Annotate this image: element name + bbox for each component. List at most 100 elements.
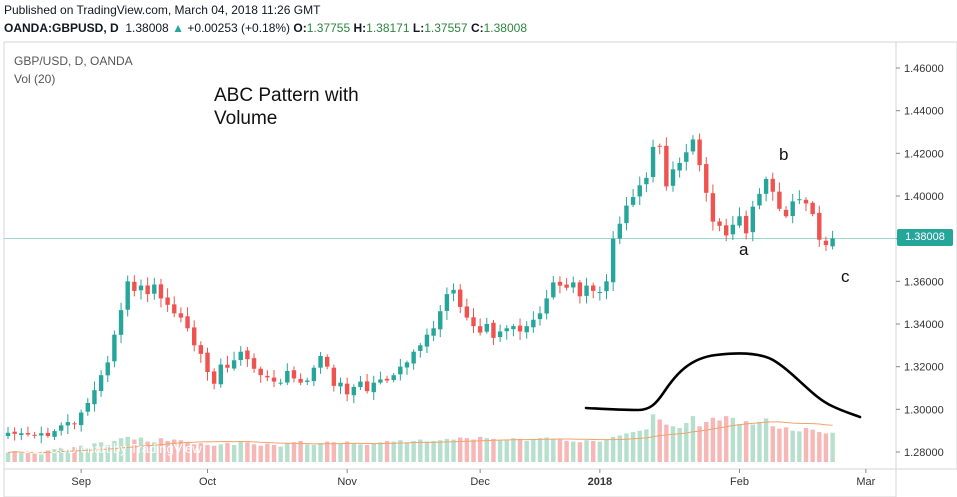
volume-bar <box>145 441 150 462</box>
candle-body <box>491 322 496 338</box>
volume-bar <box>690 416 696 462</box>
candle-body <box>178 313 184 318</box>
candle-body <box>325 356 330 367</box>
volume-bar <box>158 438 164 462</box>
candle-body <box>684 152 689 162</box>
candle-body <box>610 238 616 283</box>
candle-body <box>677 162 682 171</box>
annotation-text[interactable]: ABC Pattern with Volume <box>214 84 384 130</box>
volume-bar <box>670 426 676 462</box>
candle-body <box>497 331 503 338</box>
symbol-label: OANDA:GBPUSD, D <box>4 21 119 35</box>
volume-bar <box>524 440 529 462</box>
published-caption: Published on TradingView.com, March 04, … <box>4 3 321 17</box>
series-legend[interactable]: GBP/USD, D, OANDA <box>14 54 133 68</box>
candle-body <box>803 199 809 204</box>
volume-bar <box>331 442 337 462</box>
volume-bar <box>5 452 11 462</box>
candle-body <box>817 212 822 240</box>
volume-bar <box>398 440 403 462</box>
volume-bar <box>72 447 77 462</box>
candle-body <box>511 326 516 330</box>
candle-body <box>152 284 157 294</box>
wave-label-c[interactable]: c <box>841 267 850 286</box>
candle-body <box>717 221 722 226</box>
candle-body <box>12 431 17 434</box>
volume-bar <box>577 442 583 462</box>
drawing-layer <box>584 352 862 419</box>
volume-bar <box>597 441 603 462</box>
volume-bar <box>657 419 662 462</box>
volume-bar <box>231 445 237 462</box>
volume-bar <box>783 427 789 462</box>
candle-body <box>670 169 676 186</box>
volume-bar <box>497 440 503 462</box>
volume-bar <box>132 439 137 462</box>
candle-body <box>278 382 283 384</box>
candle-body <box>464 306 470 318</box>
wave-label-b[interactable]: b <box>779 145 789 164</box>
candle-body <box>591 285 596 291</box>
volume-bar <box>790 430 795 462</box>
candle-body <box>351 386 356 396</box>
candle-body <box>338 382 343 387</box>
volume-bar <box>684 422 689 462</box>
candle-body <box>391 375 396 381</box>
volume-bar <box>717 420 722 462</box>
tradingview-watermark[interactable]: GBPUSD chart by TradingView <box>22 441 202 456</box>
volume-bar <box>537 438 543 462</box>
volume-bar <box>211 445 217 462</box>
y-tick-label: 1.40000 <box>904 191 944 203</box>
volume-bar <box>644 429 649 462</box>
candle-body <box>471 317 476 327</box>
volume-bar <box>271 445 277 462</box>
close-value: 1.38008 <box>483 21 528 35</box>
candle-body <box>458 289 463 307</box>
last-price-tag: 1.38008 <box>897 229 953 246</box>
candle-body <box>644 177 649 185</box>
volume-bar <box>298 440 303 462</box>
candle-body <box>504 328 509 332</box>
wave-label-a[interactable]: a <box>739 240 749 259</box>
candle-body <box>271 377 277 382</box>
volume-bar <box>225 442 230 462</box>
volume-bar <box>291 442 297 462</box>
candle-body <box>39 433 44 436</box>
y-tick-label: 1.36000 <box>904 276 944 288</box>
volume-bar <box>624 433 629 462</box>
candle-body <box>364 381 370 392</box>
candle-body <box>551 282 556 298</box>
volume-bar <box>617 435 622 462</box>
volume-bar <box>504 439 509 462</box>
volume-bar <box>458 437 463 462</box>
candle-body <box>344 383 350 395</box>
candle-body <box>291 370 297 379</box>
volume-bar <box>125 436 130 462</box>
volume-bar <box>39 454 44 462</box>
candle-body <box>398 366 403 375</box>
candle-body <box>697 139 702 166</box>
volume-bar <box>205 445 210 462</box>
candle-body <box>185 316 190 329</box>
candle-body <box>172 304 177 314</box>
x-tick-label: Mar <box>856 476 875 488</box>
volume-bar <box>517 438 523 462</box>
candle-body <box>52 431 57 437</box>
volume-bar <box>424 441 430 462</box>
candle-body <box>118 310 124 335</box>
candle-body <box>72 423 77 425</box>
candle-body <box>205 352 210 372</box>
candle-body <box>265 375 270 378</box>
volume-bar <box>112 440 117 462</box>
annotation-line-2: Volume <box>214 108 278 129</box>
candle-body <box>25 433 31 435</box>
candle-body <box>770 178 775 192</box>
candle-body <box>637 185 642 197</box>
volume-bar <box>98 442 104 462</box>
volume-ma-layer <box>7 421 833 454</box>
volume-bar <box>371 443 376 462</box>
volume-bar <box>152 442 157 462</box>
time-axis-panel <box>3 468 897 497</box>
volume-legend[interactable]: Vol (20) <box>14 72 56 86</box>
